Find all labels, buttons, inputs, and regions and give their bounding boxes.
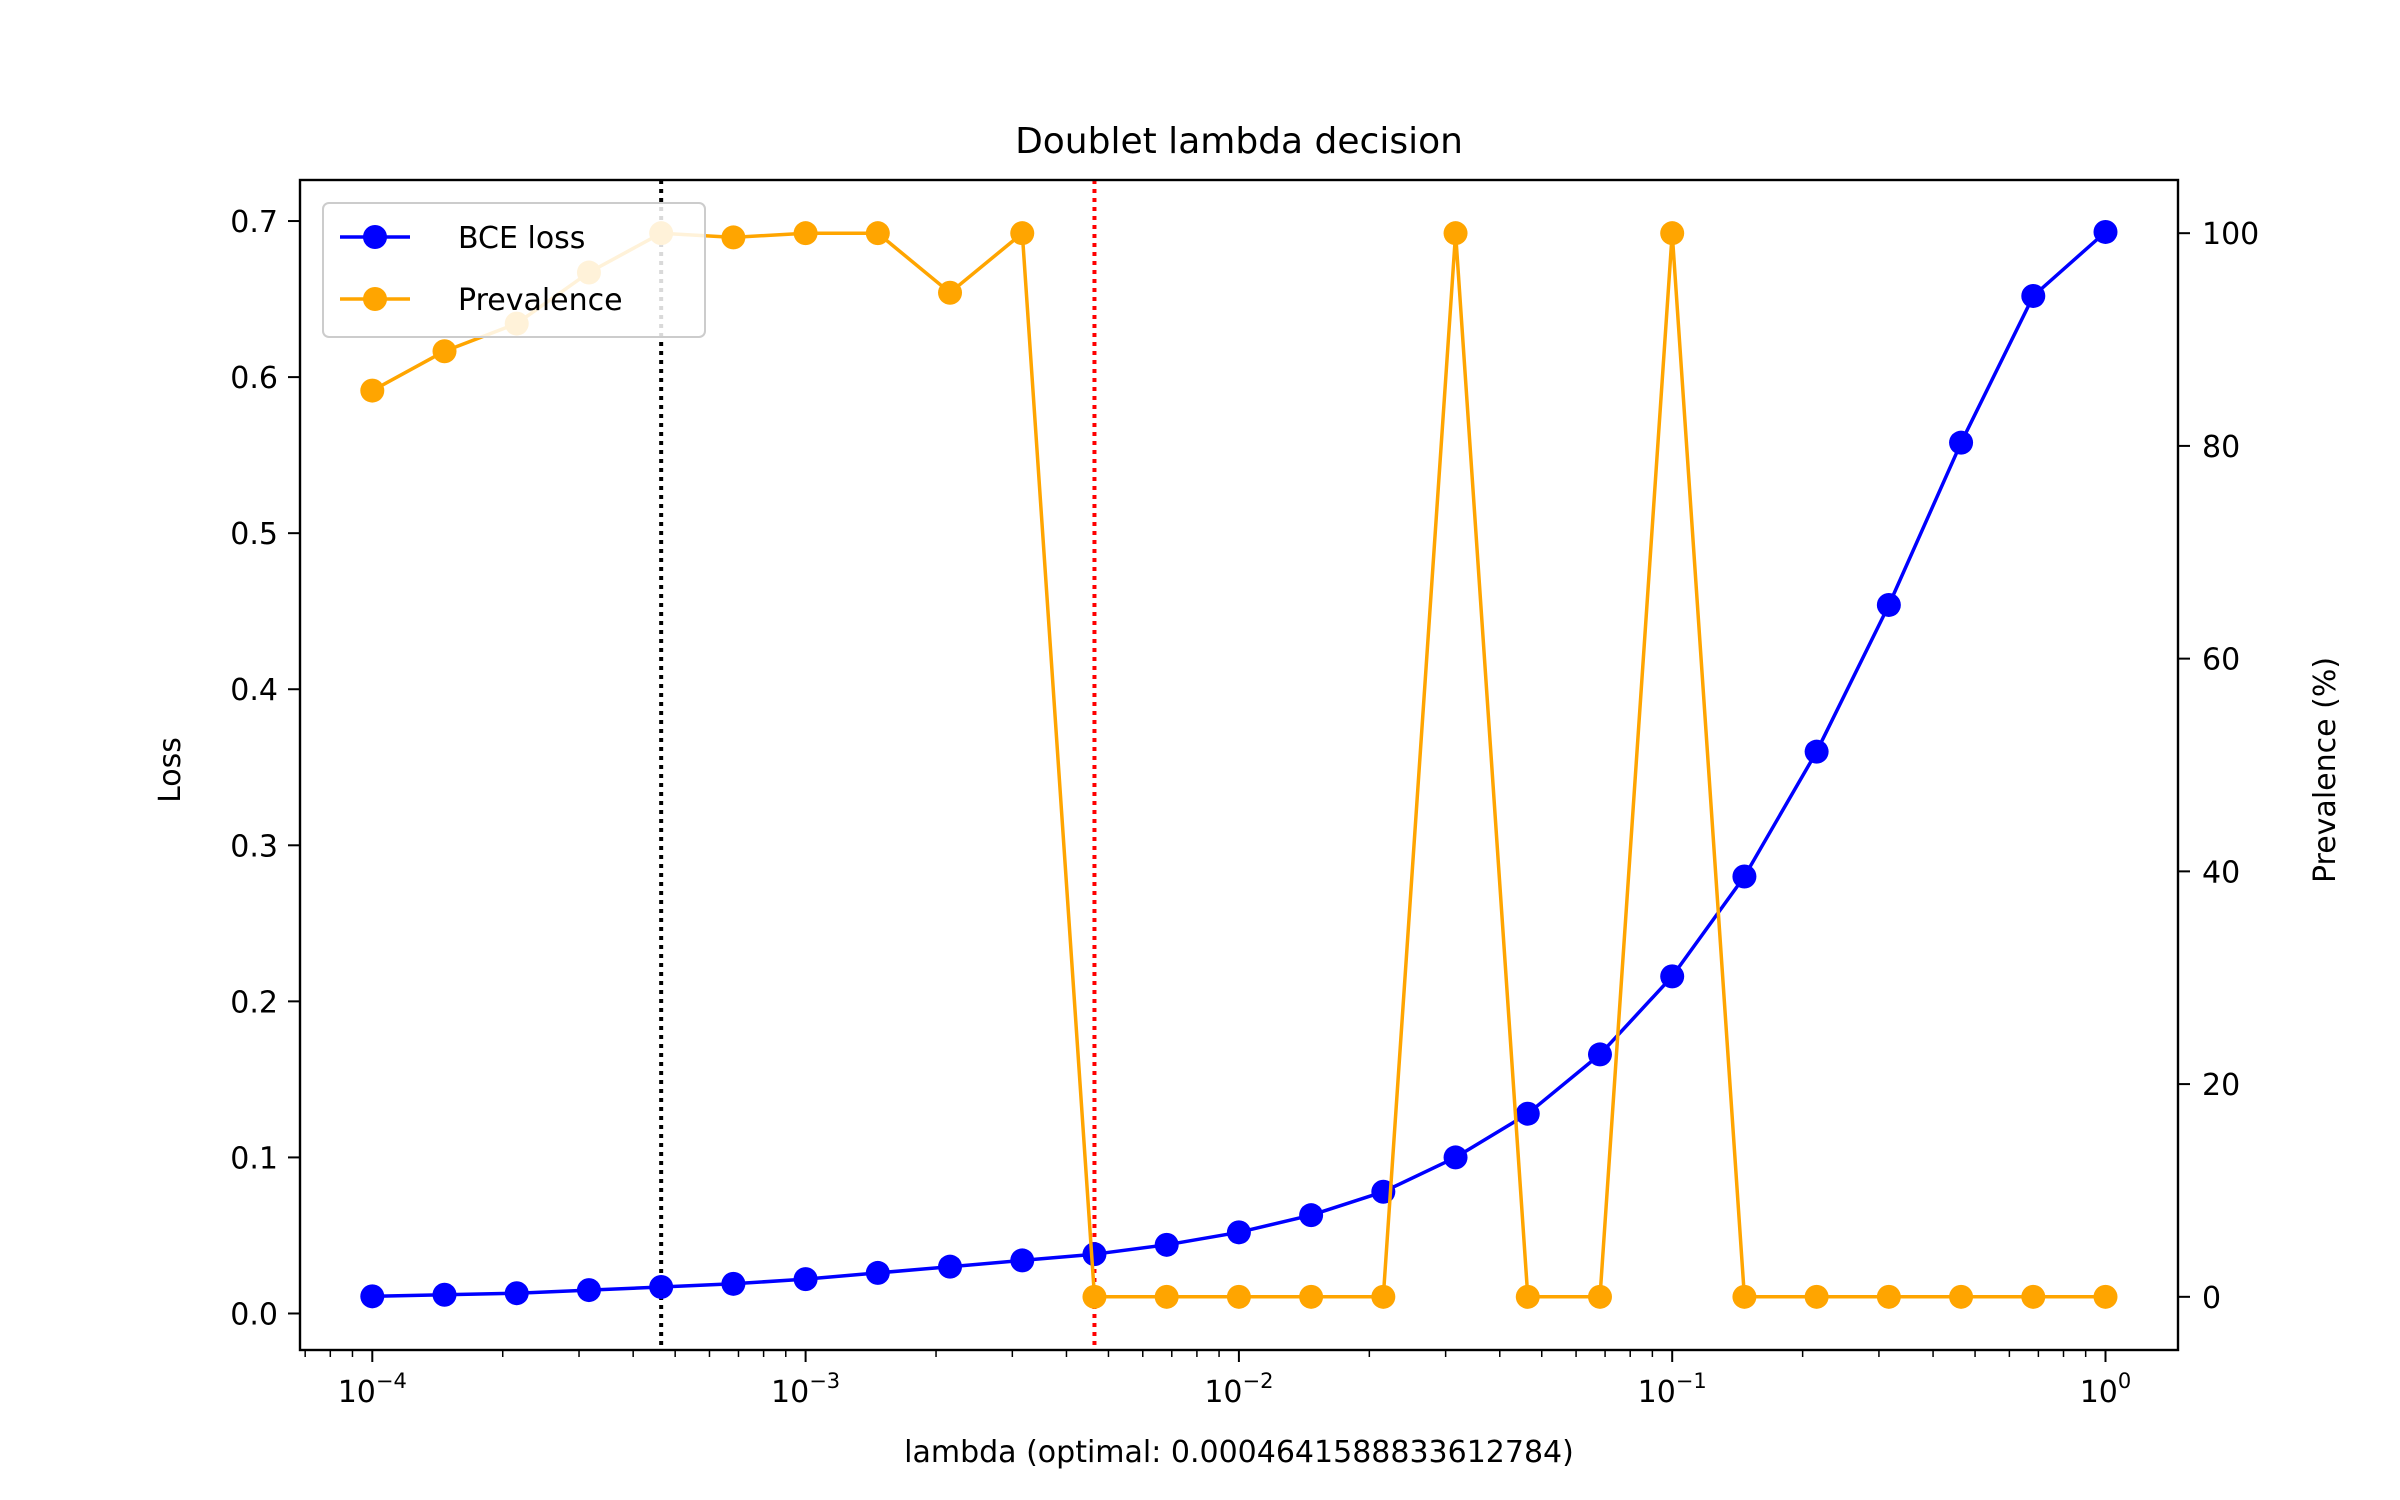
- y-tick-label: 0.1: [230, 1141, 278, 1176]
- x-tick-label-base: 10: [1204, 1375, 1242, 1410]
- legend-label: BCE loss: [458, 221, 585, 256]
- legend-marker: [363, 287, 387, 311]
- data-point: [1515, 1101, 1540, 1126]
- x-tick-label-base: 10: [2080, 1375, 2118, 1410]
- y2-tick-label: 80: [2202, 430, 2240, 465]
- data-point: [576, 1278, 601, 1303]
- data-point: [1299, 1284, 1324, 1309]
- data-point: [1010, 221, 1035, 246]
- y2-axis-label: Prevalence (%): [2308, 657, 2343, 883]
- data-point: [1660, 221, 1685, 246]
- data-point: [2093, 219, 2118, 244]
- data-point: [1660, 964, 1685, 989]
- data-point: [1226, 1284, 1251, 1309]
- data-point: [1010, 1248, 1035, 1273]
- legend: BCE loss Prevalence: [322, 202, 706, 338]
- reference-lines: [659, 180, 1097, 1350]
- tick-layer: 10−4 10−3 10−2 10−1 1000.00.10.20.30.40.50.6…: [230, 205, 2259, 1410]
- data-point: [865, 1260, 890, 1285]
- data-point: [865, 221, 890, 246]
- y2-tick-label: 100: [2202, 217, 2259, 252]
- legend-box: [322, 202, 706, 338]
- y-tick-label: 0.6: [230, 361, 278, 396]
- data-point: [1443, 1145, 1468, 1170]
- x-tick-label-exponent: −1: [1676, 1369, 1707, 1393]
- y-tick-label: 0.5: [230, 517, 278, 552]
- data-point: [1515, 1284, 1540, 1309]
- y-tick-label: 0.4: [230, 673, 278, 708]
- x-tick-label: 10−4: [338, 1369, 407, 1410]
- y-axis-label: Loss: [153, 737, 188, 803]
- data-point: [1226, 1220, 1251, 1245]
- data-point: [1082, 1242, 1107, 1267]
- data-point: [1082, 1284, 1107, 1309]
- data-point: [504, 1281, 529, 1306]
- data-point: [1299, 1203, 1324, 1228]
- data-point: [938, 1254, 963, 1279]
- plot-area-frame: [298, 178, 2180, 1352]
- data-point: [1876, 592, 1901, 617]
- x-tick-label-exponent: −2: [1243, 1369, 1274, 1393]
- data-point: [360, 378, 385, 403]
- data-point: [360, 1284, 385, 1309]
- legend-label: Prevalence: [458, 283, 623, 318]
- data-point: [649, 1274, 674, 1299]
- data-point: [1949, 1284, 1974, 1309]
- data-point: [1876, 1284, 1901, 1309]
- y2-tick-label: 0: [2202, 1281, 2221, 1316]
- x-tick-label: 10−3: [771, 1369, 840, 1410]
- x-tick-label: 10−2: [1204, 1369, 1273, 1410]
- data-point: [1443, 221, 1468, 246]
- y-tick-label: 0.2: [230, 985, 278, 1020]
- data-point: [793, 221, 818, 246]
- data-point: [1154, 1284, 1179, 1309]
- y-tick-label: 0.3: [230, 829, 278, 864]
- x-axis-label: lambda (optimal: 0.0004641588833612784): [904, 1435, 1574, 1470]
- x-tick-label: 100: [2080, 1369, 2132, 1410]
- data-point: [432, 339, 457, 364]
- data-point: [1587, 1284, 1612, 1309]
- data-point: [2093, 1284, 2118, 1309]
- data-point: [721, 1271, 746, 1296]
- data-point: [1732, 1284, 1757, 1309]
- y2-tick-label: 40: [2202, 855, 2240, 890]
- data-point: [1154, 1232, 1179, 1257]
- chart-title: Doublet lambda decision: [1015, 121, 1463, 162]
- data-point: [1804, 739, 1829, 764]
- data-point: [2021, 1284, 2046, 1309]
- y2-tick-label: 60: [2202, 643, 2240, 678]
- data-point: [793, 1267, 818, 1292]
- series-bce-loss: [360, 219, 2118, 1309]
- x-tick-label: 10−1: [1638, 1369, 1707, 1410]
- x-tick-label-base: 10: [338, 1375, 376, 1410]
- x-tick-label-exponent: 0: [2118, 1369, 2131, 1393]
- x-tick-label-exponent: −4: [376, 1369, 407, 1393]
- data-point: [1371, 1284, 1396, 1309]
- y2-tick-label: 20: [2202, 1068, 2240, 1103]
- data-point: [1587, 1042, 1612, 1067]
- x-tick-label-base: 10: [771, 1375, 809, 1410]
- data-point: [2021, 283, 2046, 308]
- x-tick-label-base: 10: [1638, 1375, 1676, 1410]
- x-tick-label-exponent: −3: [809, 1369, 840, 1393]
- y-tick-label: 0.7: [230, 205, 278, 240]
- data-point: [721, 225, 746, 250]
- legend-marker: [363, 225, 387, 249]
- data-point: [1732, 864, 1757, 889]
- data-point: [432, 1282, 457, 1307]
- data-point: [1949, 430, 1974, 455]
- data-point: [1804, 1284, 1829, 1309]
- y-tick-label: 0.0: [230, 1297, 278, 1332]
- data-point: [938, 280, 963, 305]
